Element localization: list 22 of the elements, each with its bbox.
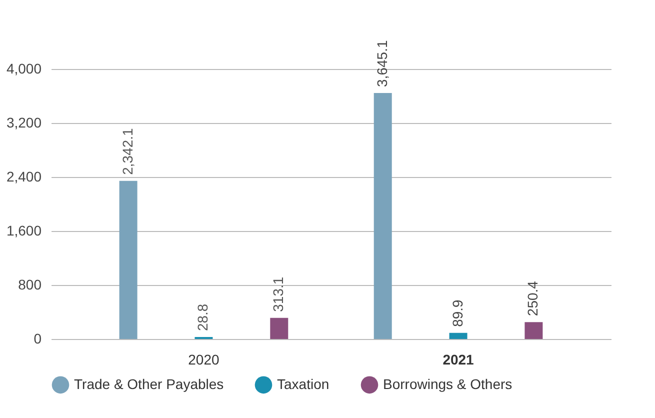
bar [119,180,138,339]
y-tick-label: 4,000 [6,60,42,76]
data-label: 28.8 [194,304,211,332]
legend-label: Trade & Other Payables [74,376,224,392]
bar [374,92,392,339]
x-tick-label: 2021 [442,352,474,368]
legend-label: Taxation [277,376,330,392]
bar [449,332,468,339]
legend-label: Borrowings & Others [383,376,512,392]
x-tick-label: 2020 [188,352,220,368]
y-tick-label: 2,400 [6,168,42,184]
data-label: 313.1 [270,276,286,312]
bar [524,322,543,339]
data-label: 250.4 [524,280,541,316]
data-label: 2,342.1 [119,128,136,175]
data-label: 3,645.1 [374,40,390,87]
data-label: 89.9 [449,299,466,327]
bar [270,318,288,339]
y-tick-label: 800 [18,276,42,292]
y-tick-label: 0 [34,330,42,346]
y-tick-label: 3,200 [6,114,42,130]
y-tick-label: 1,600 [6,222,42,238]
